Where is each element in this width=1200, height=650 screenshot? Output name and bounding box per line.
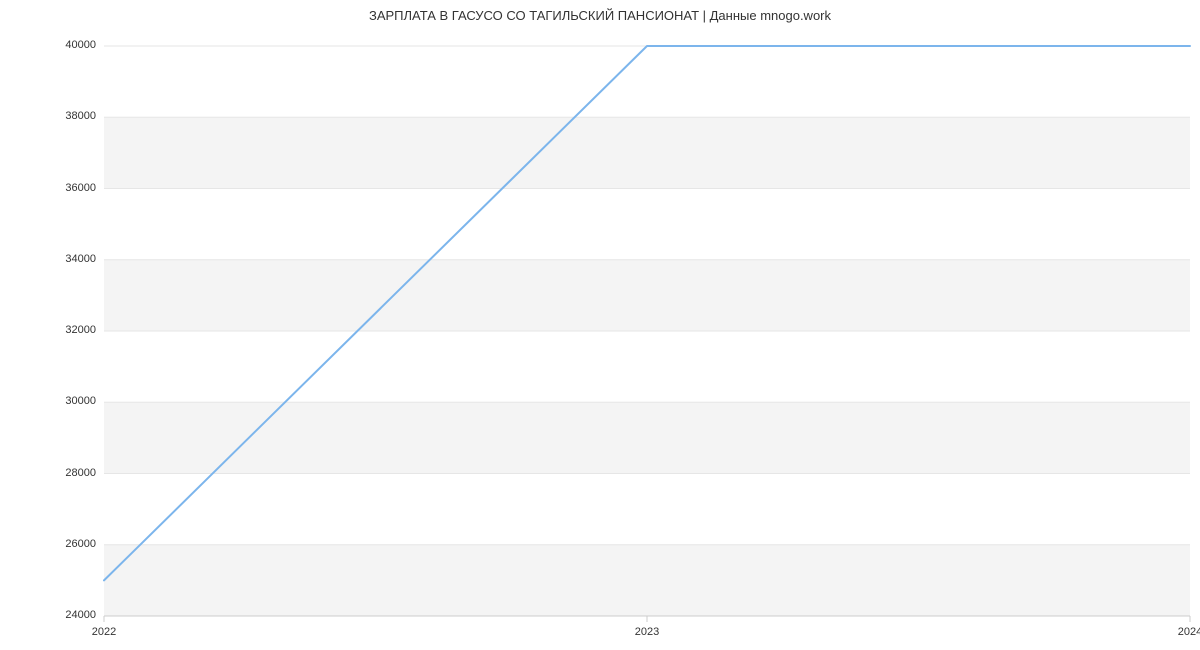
y-axis-tick-label: 36000 [65,182,96,194]
chart-plot [0,0,1200,650]
y-axis-tick-label: 30000 [65,395,96,407]
x-axis-tick-label: 2023 [617,626,677,638]
y-axis-tick-label: 24000 [65,609,96,621]
x-axis-tick-label: 2024 [1160,626,1200,638]
y-axis-tick-label: 34000 [65,253,96,265]
line-chart: ЗАРПЛАТА В ГАСУСО СО ТАГИЛЬСКИЙ ПАНСИОНА… [0,0,1200,650]
y-axis-tick-label: 28000 [65,467,96,479]
y-axis-tick-label: 26000 [65,538,96,550]
x-axis-tick-label: 2022 [74,626,134,638]
y-axis-tick-label: 40000 [65,39,96,51]
y-axis-tick-label: 38000 [65,110,96,122]
y-axis-tick-label: 32000 [65,324,96,336]
